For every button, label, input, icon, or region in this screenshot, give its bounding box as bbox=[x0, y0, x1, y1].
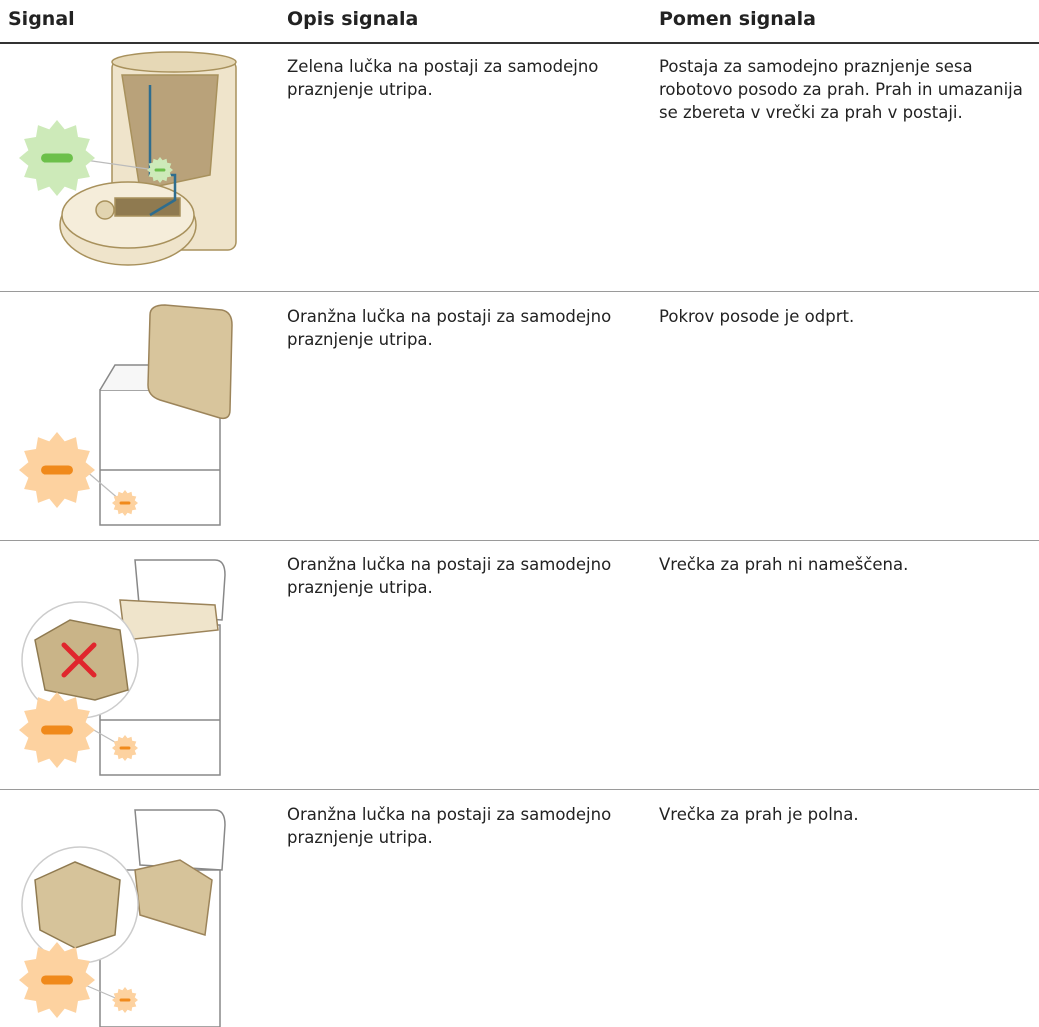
signal-meaning: Vrečka za prah ni nameščena. bbox=[659, 555, 909, 574]
column-header: Pomen signala bbox=[659, 8, 816, 30]
open-lid-illustration bbox=[84, 304, 233, 526]
light-bar bbox=[41, 975, 73, 985]
row-rule bbox=[0, 789, 1039, 790]
light-bar bbox=[119, 746, 131, 750]
signal-description: Zelena lučka na postaji za samodejno pra… bbox=[287, 57, 599, 99]
signal-description: Oranžna lučka na postaji za samodejno pr… bbox=[287, 555, 612, 597]
light-bar bbox=[154, 168, 166, 172]
row-rule bbox=[0, 540, 1039, 541]
signal-description: Oranžna lučka na postaji za samodejno pr… bbox=[287, 805, 612, 847]
station-robot-illustration bbox=[59, 51, 237, 266]
signal-meaning: Postaja za samodejno praznjenje sesa rob… bbox=[659, 57, 1023, 122]
light-bar bbox=[41, 153, 73, 163]
light-bar bbox=[41, 725, 73, 735]
light-bar bbox=[119, 998, 131, 1002]
light-bar bbox=[119, 501, 131, 505]
bag-missing-illustration bbox=[21, 559, 226, 776]
header-rule bbox=[0, 42, 1039, 44]
signal-meaning: Vrečka za prah je polna. bbox=[659, 805, 859, 824]
signal-meaning: Pokrov posode je odprt. bbox=[659, 307, 855, 326]
light-bar bbox=[41, 465, 73, 475]
indicator-lights bbox=[19, 120, 173, 1018]
signal-description: Oranžna lučka na postaji za samodejno pr… bbox=[287, 307, 612, 349]
row-rule bbox=[0, 291, 1039, 292]
column-header: Opis signala bbox=[287, 8, 419, 30]
column-header: Signal bbox=[8, 8, 75, 30]
